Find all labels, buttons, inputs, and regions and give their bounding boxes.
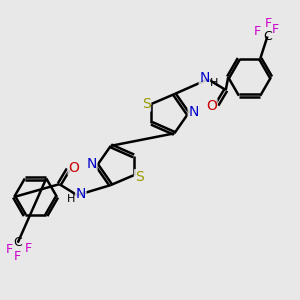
Text: O: O: [68, 161, 79, 175]
Text: F: F: [272, 23, 279, 36]
Text: F: F: [14, 250, 21, 262]
Text: N: N: [76, 187, 86, 201]
Text: S: S: [142, 97, 151, 111]
Text: H: H: [210, 78, 219, 88]
Text: F: F: [6, 243, 13, 256]
Text: F: F: [264, 16, 272, 30]
Text: C: C: [14, 236, 22, 249]
Text: N: N: [188, 105, 199, 119]
Text: H: H: [67, 194, 75, 204]
Text: F: F: [254, 25, 261, 38]
Text: N: N: [199, 71, 210, 85]
Text: O: O: [206, 99, 217, 113]
Text: F: F: [25, 242, 32, 255]
Text: N: N: [87, 157, 97, 171]
Text: C: C: [263, 30, 272, 43]
Text: S: S: [135, 170, 143, 184]
